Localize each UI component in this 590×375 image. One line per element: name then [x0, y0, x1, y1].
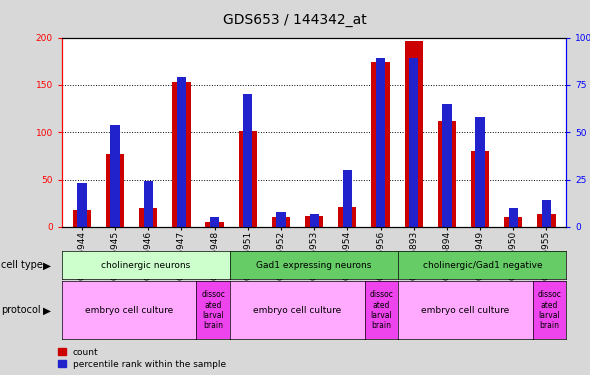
Bar	[73, 210, 91, 227]
Text: protocol: protocol	[1, 305, 41, 315]
Bar	[177, 77, 186, 227]
Text: ▶: ▶	[43, 260, 51, 270]
Bar	[106, 154, 124, 227]
Bar	[143, 182, 153, 227]
Bar	[438, 121, 456, 227]
Bar	[509, 208, 518, 227]
Text: dissoc
ated
larval
brain: dissoc ated larval brain	[537, 290, 562, 330]
Text: embryo cell culture: embryo cell culture	[421, 306, 510, 315]
Text: cholinergic/Gad1 negative: cholinergic/Gad1 negative	[422, 261, 542, 270]
Bar	[310, 214, 319, 227]
Bar	[476, 117, 485, 227]
Text: cell type: cell type	[1, 260, 43, 270]
Bar	[338, 207, 356, 227]
Text: dissoc
ated
larval
brain: dissoc ated larval brain	[201, 290, 225, 330]
Bar	[110, 124, 120, 227]
Bar	[272, 217, 290, 227]
Bar	[442, 104, 451, 227]
Bar	[305, 216, 323, 227]
Text: Gad1 expressing neurons: Gad1 expressing neurons	[257, 261, 372, 270]
Bar	[210, 217, 219, 227]
Text: embryo cell culture: embryo cell culture	[85, 306, 173, 315]
Bar	[471, 151, 489, 227]
Text: embryo cell culture: embryo cell culture	[253, 306, 342, 315]
Bar	[409, 58, 418, 227]
Bar	[504, 217, 522, 227]
Legend: count, percentile rank within the sample: count, percentile rank within the sample	[58, 348, 226, 369]
Bar	[276, 212, 286, 227]
Bar	[139, 208, 158, 227]
Text: ▶: ▶	[43, 305, 51, 315]
Text: cholinergic neurons: cholinergic neurons	[101, 261, 191, 270]
Bar	[537, 214, 556, 227]
Bar	[405, 41, 423, 227]
Bar	[376, 58, 385, 227]
Bar	[243, 94, 253, 227]
Bar	[205, 222, 224, 227]
Bar	[542, 200, 551, 227]
Bar	[77, 183, 87, 227]
Bar	[343, 170, 352, 227]
Text: GDS653 / 144342_at: GDS653 / 144342_at	[223, 13, 367, 27]
Bar	[172, 82, 191, 227]
Bar	[372, 62, 389, 227]
Text: dissoc
ated
larval
brain: dissoc ated larval brain	[369, 290, 394, 330]
Bar	[239, 131, 257, 227]
